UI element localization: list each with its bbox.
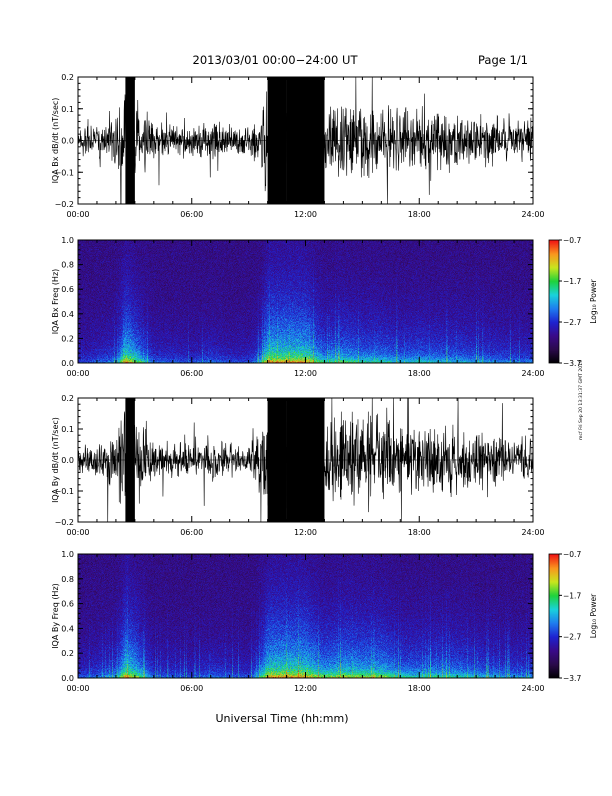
panel-3-ytick-label: 0.0 <box>61 456 74 465</box>
panel-3-ytick-label: 0.1 <box>61 425 74 434</box>
panel-2-ytick-label: 1.0 <box>61 236 74 245</box>
panel-2-ytick-label: 0.8 <box>61 261 74 270</box>
panel-3-ylabel: IQA By dB/dt (nT/sec) <box>51 417 60 503</box>
panel-3-xtick-label: 12:00 <box>294 528 317 537</box>
panel-4-colorbar-canvas <box>549 554 559 678</box>
panel-1-ytick-label: 0.0 <box>61 137 74 146</box>
panel-4-xtick-label: 24:00 <box>521 684 544 693</box>
panel-4-colorbar-frame <box>548 553 560 679</box>
panel-4-colorbar-tick-label: −0.7 <box>563 550 581 559</box>
x-axis-title: Universal Time (hh:mm) <box>216 712 349 725</box>
panel-4-colorbar-tick-label: −3.7 <box>563 674 581 683</box>
panel-4-spectrogram <box>78 554 533 678</box>
panel-3-xtick-label: 24:00 <box>521 528 544 537</box>
panel-3-ytick-label: −0.2 <box>55 518 74 527</box>
panel-2-ytick-label: 0.6 <box>61 285 74 294</box>
panel-2-ylabel: IQA Bx Freq (Hz) <box>51 269 60 335</box>
panel-4-ytick-label: 0.6 <box>61 600 74 609</box>
panel-2-colorbar-tick-label: −2.7 <box>563 318 581 327</box>
panel-4-ytick-label: 0.2 <box>61 649 74 658</box>
figure-title: 2013/03/01 00:00−24:00 UT <box>193 53 359 67</box>
panel-4-colorbar <box>549 554 559 678</box>
panel-1-xtick-label: 24:00 <box>521 210 544 219</box>
panel-4-ytick-label: 0.0 <box>61 674 74 683</box>
panel-2-xtick-label: 12:00 <box>294 369 317 378</box>
panel-2-colorbar-label: Log₁₀ Power <box>589 278 598 323</box>
panel-1-xtick-label: 12:00 <box>294 210 317 219</box>
panel-4-xtick-label: 06:00 <box>180 684 203 693</box>
panel-2-xtick-label: 18:00 <box>408 369 431 378</box>
page-number: Page 1/1 <box>478 53 528 67</box>
panel-1-ytick-label: −0.2 <box>55 200 74 209</box>
panel-2-colorbar-tick-label: −1.7 <box>563 277 581 286</box>
panel-4-ytick-label: 0.4 <box>61 624 74 633</box>
panel-2-colorbar <box>549 240 559 363</box>
panel-2-colorbar-tick-label: −3.7 <box>563 359 581 368</box>
panel-4-ylabel: IQA By Freq (Hz) <box>51 583 60 649</box>
panel-4-colorbar-tick-label: −1.7 <box>563 591 581 600</box>
panel-4-xtick-label: 18:00 <box>408 684 431 693</box>
panel-2-xtick-label: 06:00 <box>180 369 203 378</box>
panel-4-ytick-label: 0.8 <box>61 575 74 584</box>
panel-1-ylabel: IQA Bx dB/dt (nT/sec) <box>51 98 60 184</box>
panel-3-xtick-label: 00:00 <box>66 528 89 537</box>
panel-3-ytick-label: 0.2 <box>61 394 74 403</box>
panel-2-ytick-label: 0.2 <box>61 334 74 343</box>
side-timestamp: mcf Fri Sep 20 13:31:37 GMT 2019 <box>578 360 584 440</box>
panel-2-colorbar-tick-label: −0.7 <box>563 236 581 245</box>
panel-1-ytick-label: 0.2 <box>61 73 74 82</box>
panel-2-colorbar-canvas <box>549 240 559 363</box>
panel-2-spectrogram <box>78 240 533 363</box>
panel-4-spectrogram-canvas <box>78 554 533 678</box>
panel-1-ytick-label: 0.1 <box>61 105 74 114</box>
panel-2-xtick-label: 00:00 <box>66 369 89 378</box>
panel-4-colorbar-label: Log₁₀ Power <box>589 593 598 638</box>
panel-4-ytick-label: 1.0 <box>61 550 74 559</box>
panel-4-xtick-label: 12:00 <box>294 684 317 693</box>
panel-3-xtick-label: 06:00 <box>180 528 203 537</box>
panel-4-xtick-label: 00:00 <box>66 684 89 693</box>
panel-1-xtick-label: 18:00 <box>408 210 431 219</box>
panel-2-ytick-label: 0.0 <box>61 359 74 368</box>
panel-1-xtick-label: 00:00 <box>66 210 89 219</box>
panel-3-xtick-label: 18:00 <box>408 528 431 537</box>
panels-group: 0.20.10.0−0.1−0.200:00 06:00 12:00 18:00 24:… <box>51 73 598 693</box>
panel-1-ytick-label: −0.1 <box>55 168 74 177</box>
panel-3-ytick-label: −0.1 <box>55 487 74 496</box>
panel-2-spectrogram-canvas <box>78 240 533 363</box>
panel-2-colorbar-frame <box>548 239 560 364</box>
panel-1-xtick-label: 06:00 <box>180 210 203 219</box>
panel-2-xtick-label: 24:00 <box>521 369 544 378</box>
panel-2-ytick-label: 0.4 <box>61 310 74 319</box>
panel-4-colorbar-tick-label: −2.7 <box>563 633 581 642</box>
